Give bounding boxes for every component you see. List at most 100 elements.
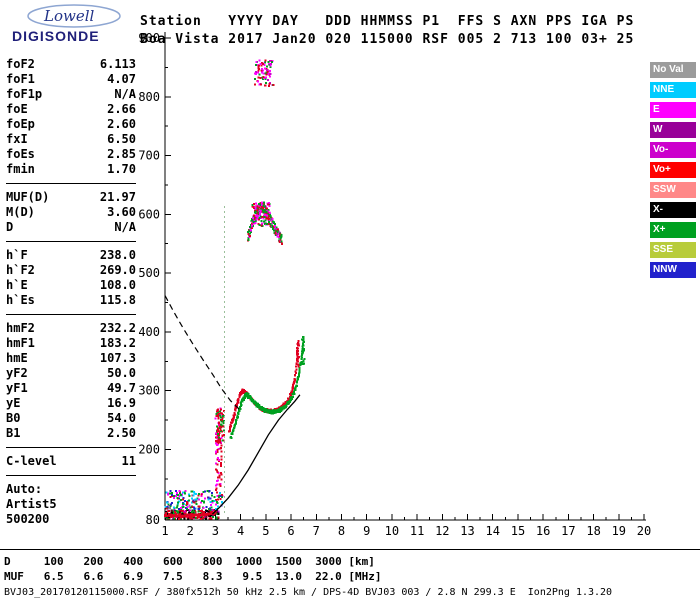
- legend-item-nnw: NNW: [650, 262, 696, 278]
- param-label: hmE: [6, 351, 28, 365]
- param-row: h`Es 115.8: [6, 293, 136, 308]
- param-value: 108.0: [99, 278, 136, 292]
- param-label: M(D): [6, 205, 35, 219]
- direction-legend: No Val NNE E W Vo- Vo+ SSW X- X+ SSE NNW: [650, 62, 696, 282]
- axes: 1 2 3 4 5 6 7 8 9 10 11 12 13 14 15 16 17 18 19 20900800700…: [138, 31, 651, 538]
- param-row: yE 16.9: [6, 396, 136, 411]
- separator-line: [6, 314, 136, 315]
- trace-Es-trace-line: [164, 510, 217, 518]
- param-value: 1.70: [107, 162, 136, 176]
- separator-line: [6, 447, 136, 448]
- header-line-1: Station YYYY DAY DDD HHMMSS P1 FFS S AXN…: [140, 14, 635, 29]
- param-label: h`F: [6, 248, 28, 262]
- logo-brand-top: Lowell: [44, 7, 95, 25]
- legend-item-sse: SSE: [650, 242, 696, 258]
- distance-row: D 100 200 400 600 800 1000 1500 3000 [km…: [4, 555, 375, 568]
- trace-Es-layer-upper: [164, 490, 224, 511]
- param-value: 54.0: [107, 411, 136, 425]
- svg-text:20: 20: [637, 524, 651, 538]
- svg-text:800: 800: [138, 90, 160, 104]
- param-label: fmin: [6, 162, 35, 176]
- svg-text:300: 300: [138, 384, 160, 398]
- param-value: N/A: [114, 220, 136, 234]
- param-footer-line: 500200: [6, 512, 50, 526]
- param-value: 21.97: [99, 190, 136, 204]
- param-label: foF2: [6, 57, 35, 71]
- param-row: fmin 1.70: [6, 162, 136, 177]
- param-label: C-level: [6, 454, 57, 468]
- param-label: h`E: [6, 278, 28, 292]
- param-value: 183.2: [99, 336, 136, 350]
- param-value: 2.85: [107, 147, 136, 161]
- param-row: foEp 2.60: [6, 117, 136, 132]
- svg-text:700: 700: [138, 149, 160, 163]
- svg-text:200: 200: [138, 442, 160, 456]
- param-value: N/A: [114, 87, 136, 101]
- svg-text:10: 10: [385, 524, 399, 538]
- svg-text:11: 11: [410, 524, 424, 538]
- svg-text:17: 17: [561, 524, 575, 538]
- legend-item-ssw: SSW: [650, 182, 696, 198]
- parameter-panel: foF2 6.113 foF1 4.07 foF1p N/A foE 2.66 foEp 2.60…: [6, 57, 136, 527]
- param-label: h`Es: [6, 293, 35, 307]
- param-row: yF2 50.0: [6, 366, 136, 381]
- legend-item-vo-: Vo-: [650, 142, 696, 158]
- param-label: h`F2: [6, 263, 35, 277]
- param-value: 2.66: [107, 102, 136, 116]
- param-label: foEs: [6, 147, 35, 161]
- trace-F-trace-O-cusp: [295, 340, 300, 368]
- legend-item-vo+: Vo+: [650, 162, 696, 178]
- svg-text:2: 2: [187, 524, 194, 538]
- svg-text:9: 9: [363, 524, 370, 538]
- param-label: MUF(D): [6, 190, 50, 204]
- param-value: 50.0: [107, 366, 136, 380]
- param-row: foEs 2.85: [6, 147, 136, 162]
- param-label: foF1: [6, 72, 35, 86]
- separator-line: [6, 241, 136, 242]
- svg-text:6: 6: [287, 524, 294, 538]
- param-label: foE: [6, 102, 28, 116]
- param-footer-line: Auto:: [6, 482, 43, 496]
- lowell-digisonde-logo: Lowell DIGISONDE: [8, 4, 134, 52]
- svg-text:12: 12: [435, 524, 449, 538]
- param-value: 16.9: [107, 396, 136, 410]
- param-row: M(D) 3.60: [6, 205, 136, 220]
- svg-text:7: 7: [313, 524, 320, 538]
- trace-spread-F-vertical: [214, 407, 223, 491]
- svg-text:8: 8: [338, 524, 345, 538]
- param-label: B1: [6, 426, 21, 440]
- legend-item-w: W: [650, 122, 696, 138]
- trace-second-hop-loop: [247, 201, 284, 245]
- svg-text:16: 16: [536, 524, 550, 538]
- param-label: fxI: [6, 132, 28, 146]
- param-label: foEp: [6, 117, 35, 131]
- param-row: fxI 6.50: [6, 132, 136, 147]
- param-label: hmF2: [6, 321, 35, 335]
- svg-text:80: 80: [146, 513, 160, 527]
- param-row: C-level 11: [6, 454, 136, 469]
- param-label: yF1: [6, 381, 28, 395]
- param-value: 3.60: [107, 205, 136, 219]
- param-value: 115.8: [99, 293, 136, 307]
- bottom-separator: [0, 549, 700, 550]
- muf-row: MUF 6.5 6.6 6.9 7.5 8.3 9.5 13.0 22.0 [M…: [4, 570, 382, 583]
- param-row: hmE 107.3: [6, 351, 136, 366]
- trace-true-height-profile: [211, 394, 301, 515]
- header-line-2: Boa Vista 2017 Jan20 020 115000 RSF 005 …: [140, 32, 635, 47]
- param-value: 269.0: [99, 263, 136, 277]
- legend-item-nne: NNE: [650, 82, 696, 98]
- svg-text:14: 14: [486, 524, 500, 538]
- param-value: 107.3: [99, 351, 136, 365]
- param-value: 6.50: [107, 132, 136, 146]
- param-row: foF1p N/A: [6, 87, 136, 102]
- separator-line: [6, 475, 136, 476]
- param-value: 6.113: [99, 57, 136, 71]
- svg-text:4: 4: [237, 524, 244, 538]
- separator-line: [6, 183, 136, 184]
- legend-item-e: E: [650, 102, 696, 118]
- param-value: 238.0: [99, 248, 136, 262]
- param-value: 2.50: [107, 426, 136, 440]
- param-label: yE: [6, 396, 21, 410]
- svg-text:5: 5: [262, 524, 269, 538]
- param-label: hmF1: [6, 336, 35, 350]
